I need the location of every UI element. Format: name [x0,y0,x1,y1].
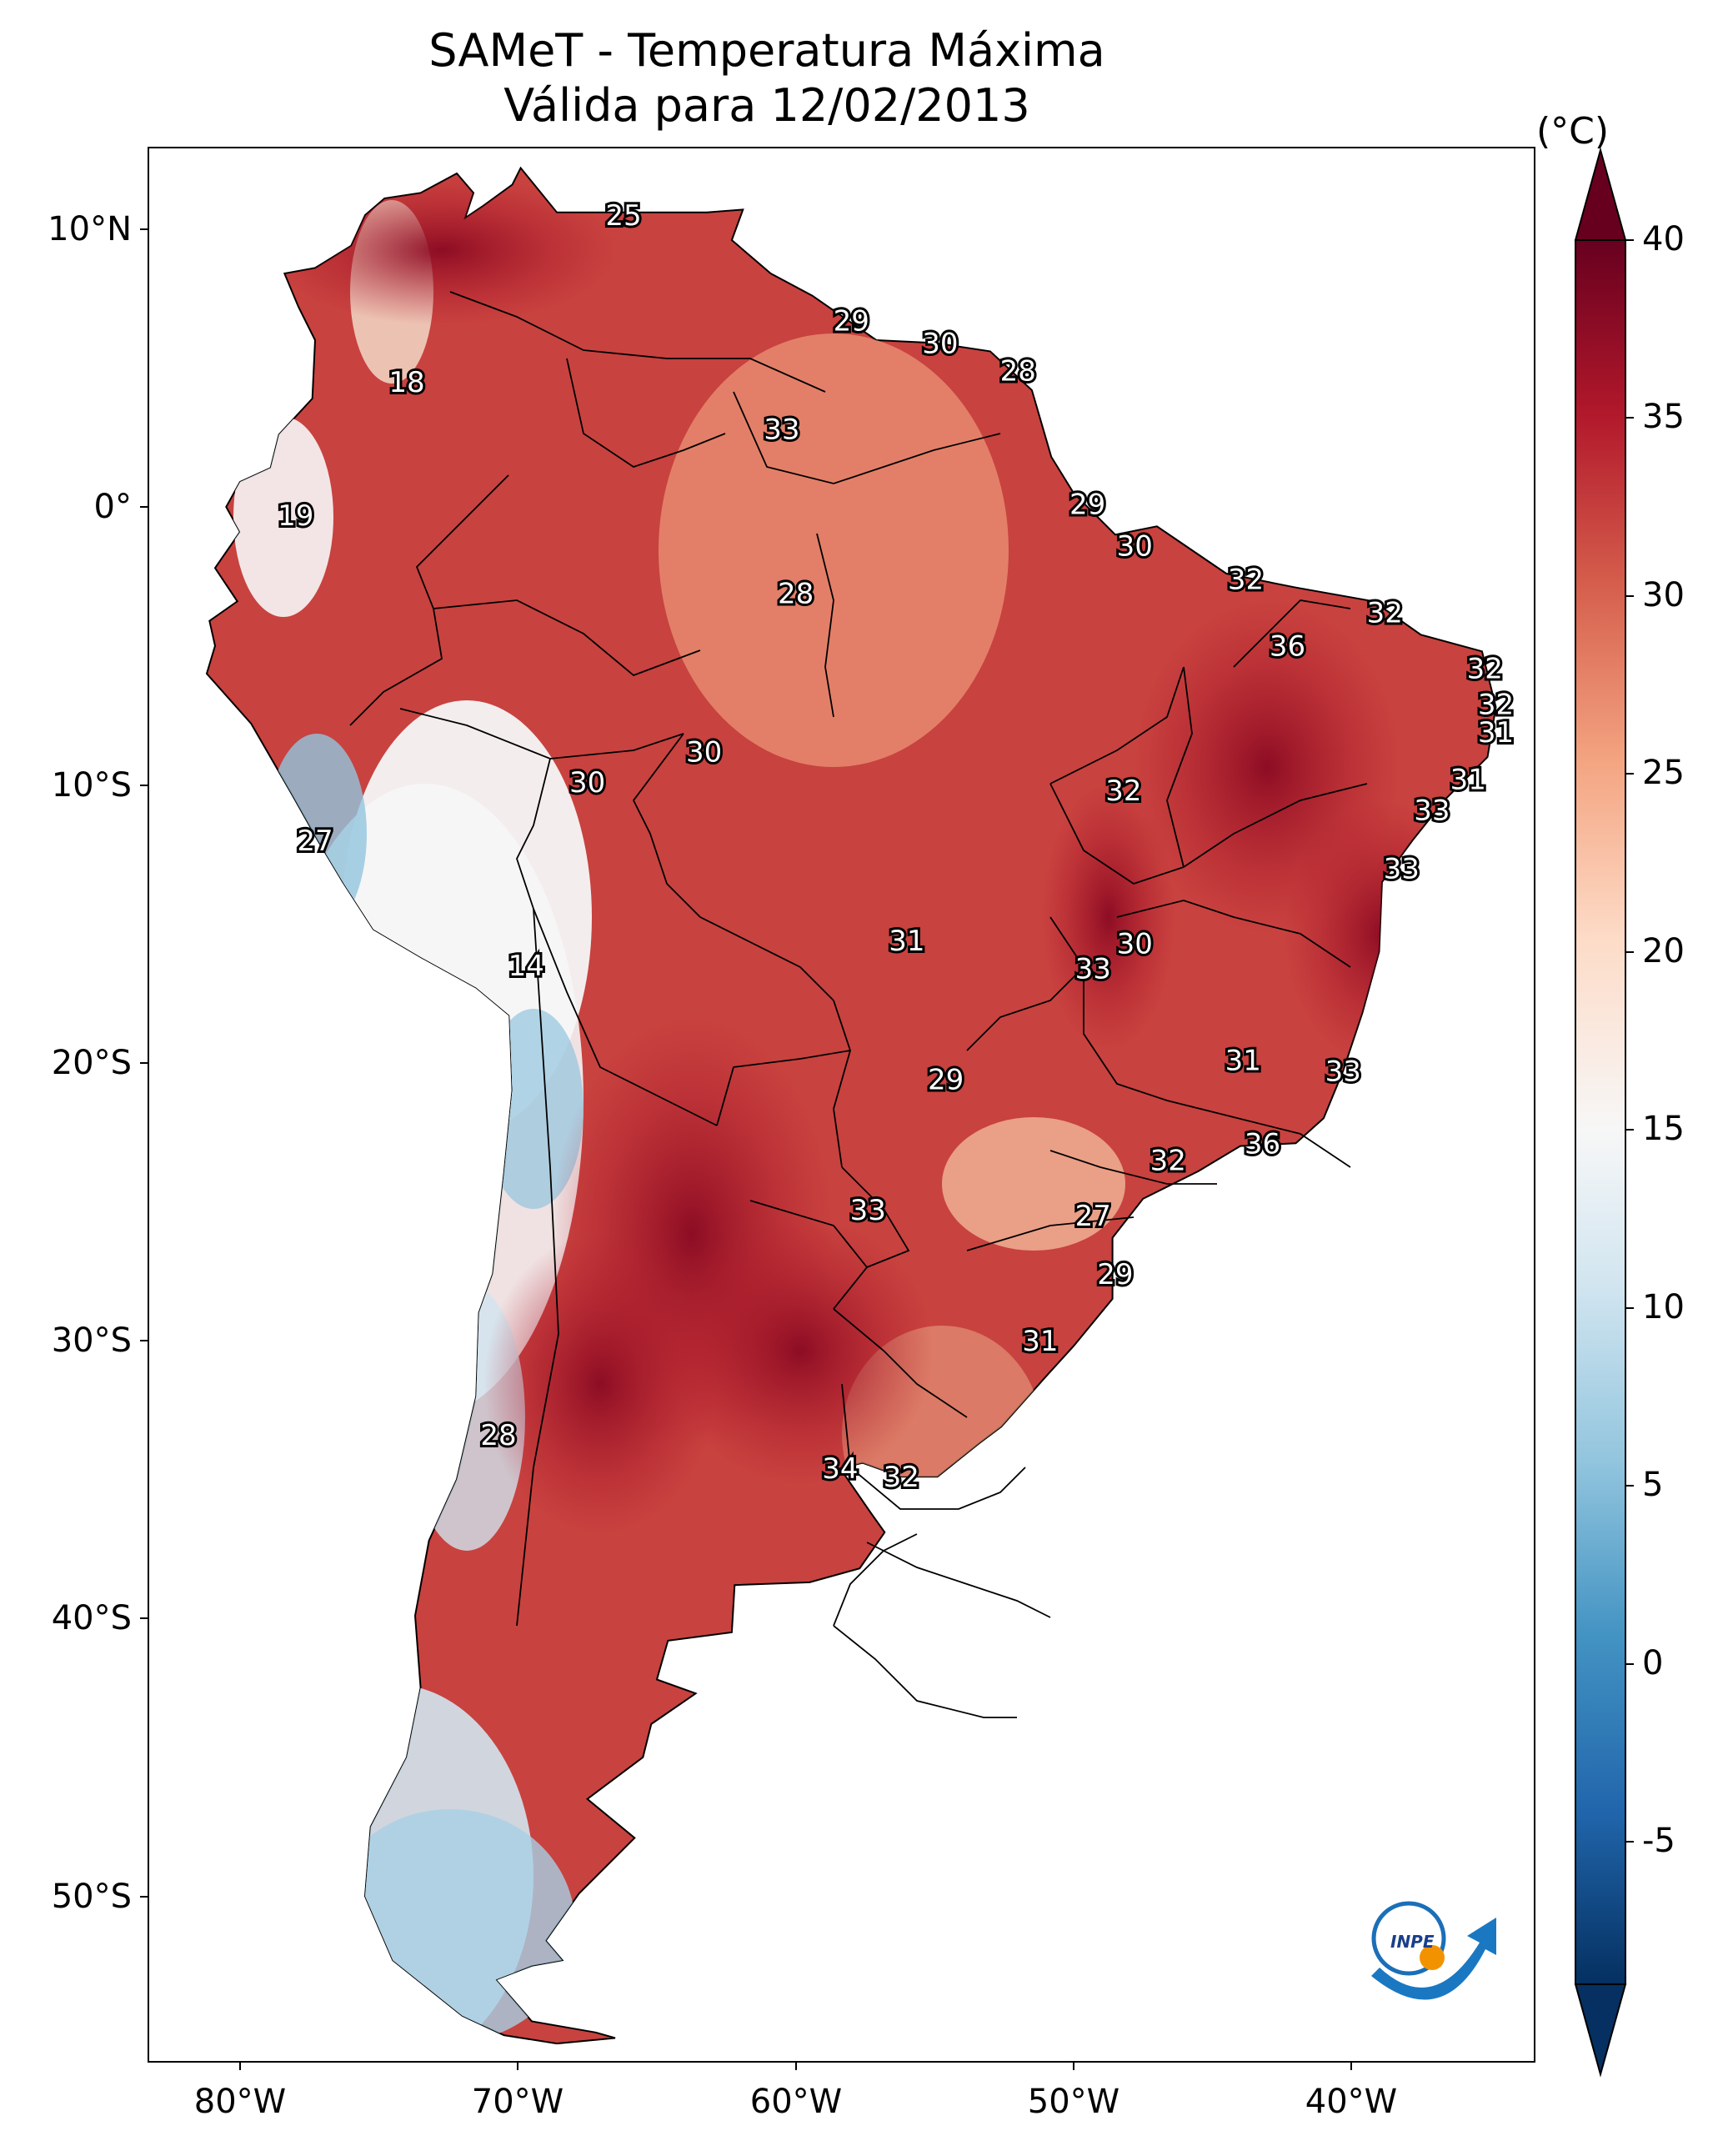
station-temperature-label: 30 [686,735,722,769]
svg-text:INPE: INPE [1390,1932,1435,1952]
inpe-logo: INPE [1371,1901,1496,2000]
lat-label: 40°S [51,1599,132,1637]
station-temperature-label: 33 [1075,952,1111,985]
lon-label: 60°W [749,2083,843,2121]
colorbar-tick-label: 10 [1642,1288,1685,1326]
station-temperature-label: 32 [1467,652,1503,685]
colorbar-tick-label: 20 [1642,932,1685,970]
colorbar-unit: (°C) [1536,110,1610,153]
colorbar-tick-label: 0 [1642,1644,1664,1682]
station-temperature-label: 33 [1414,794,1450,827]
station-temperature-label: 31 [889,925,924,958]
lat-label: 20°S [51,1044,132,1082]
station-temperature-label: 32 [884,1461,919,1494]
station-temperature-label: 28 [778,577,814,610]
lat-label: 30°S [51,1321,132,1360]
station-temperature-label: 28 [1000,355,1036,389]
station-temperature-label: 19 [278,499,313,533]
map-frame [148,147,1535,2063]
station-temperature-label: 29 [1069,489,1105,522]
colorbar-tick-label: 35 [1642,398,1685,436]
station-temperature-label: 14 [508,950,544,983]
station-temperature-label: 32 [1150,1144,1186,1177]
station-temperature-label: 33 [1384,852,1420,885]
station-temperature-label: 32 [1105,775,1141,808]
station-temperature-label: 33 [764,414,799,447]
lat-label: 10°N [48,210,132,248]
station-temperature-label: 32 [1367,597,1403,630]
station-temperature-label: 28 [480,1419,516,1452]
lon-label: 80°W [193,2083,287,2121]
colorbar-tick-label: 5 [1642,1466,1664,1504]
station-temperature-label: 29 [928,1064,964,1097]
station-temperature-label: 32 [1478,689,1514,722]
title-line-2: Válida para 12/02/2013 [503,79,1030,132]
station-temperature-label: 18 [388,366,424,399]
colorbar-tick-label: 40 [1642,220,1685,258]
colorbar [1574,147,1634,2078]
station-temperature-label: 32 [1228,564,1264,597]
station-labels: 2518192930283328293032323632323131333330… [275,197,1516,1497]
lon-label: 50°W [1027,2083,1120,2121]
station-temperature-label: 30 [1117,530,1153,564]
lon-label: 70°W [471,2083,564,2121]
country-borders [349,291,1368,1718]
station-temperature-label: 31 [1478,716,1514,750]
colorbar-tick-label: 30 [1642,576,1685,614]
station-temperature-label: 30 [922,327,958,360]
lat-label: 10°S [51,766,132,805]
station-temperature-label: 36 [1245,1127,1280,1161]
station-temperature-label: 27 [1075,1200,1111,1233]
axis-ticks [140,228,1352,2070]
station-temperature-label: 31 [1022,1325,1058,1358]
station-temperature-label: 27 [297,825,333,858]
lat-label: 0° [93,488,132,526]
lat-label: 50°S [51,1878,132,1916]
title-line-1: SAMeT - Temperatura Máxima [428,24,1105,77]
station-temperature-label: 30 [1117,927,1153,960]
station-temperature-label: 29 [834,305,869,338]
station-temperature-label: 33 [850,1194,886,1227]
station-temperature-label: 29 [1097,1258,1133,1291]
station-temperature-label: 36 [1270,630,1305,664]
station-temperature-label: 31 [1225,1044,1261,1077]
station-temperature-label: 31 [1450,764,1486,797]
station-temperature-label: 34 [822,1452,858,1486]
station-temperature-label: 30 [569,766,605,800]
station-temperature-label: 25 [605,199,641,233]
station-temperature-label: 33 [1325,1055,1361,1089]
colorbar-tick-label: 25 [1642,754,1685,792]
lon-label: 40°W [1305,2083,1398,2121]
colorbar-tick-label: 15 [1642,1110,1685,1148]
colorbar-tick-label: -5 [1642,1822,1675,1860]
